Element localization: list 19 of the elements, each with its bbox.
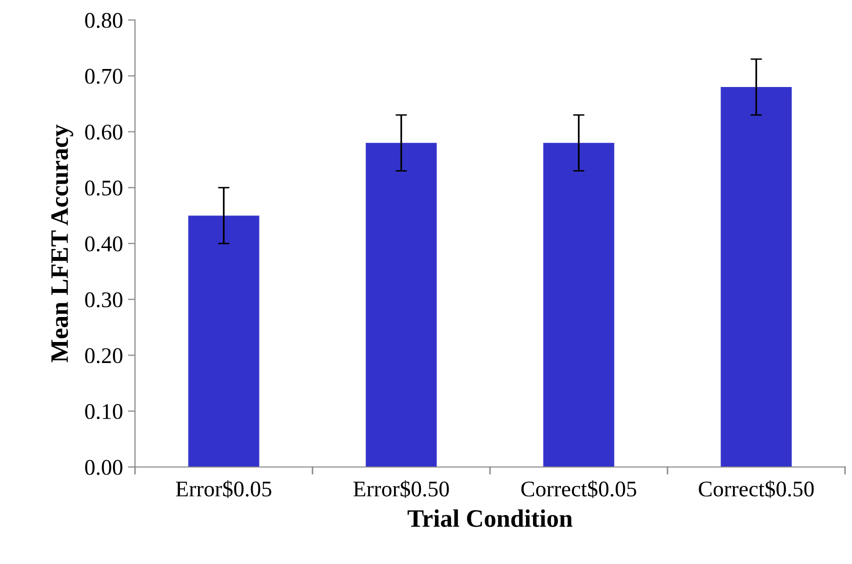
y-tick-label: 0.20 bbox=[85, 348, 122, 364]
y-tick-label: 0.10 bbox=[85, 404, 122, 420]
y-tick-label: 0.60 bbox=[85, 124, 122, 140]
y-tick-label: 0.80 bbox=[85, 12, 122, 28]
y-tick-label: 0.30 bbox=[85, 292, 122, 308]
y-tick-label: 0.70 bbox=[85, 68, 122, 84]
bar bbox=[543, 142, 614, 467]
bar bbox=[366, 142, 437, 467]
bar bbox=[720, 87, 792, 467]
x-tick-label: Error$0.50 bbox=[353, 480, 449, 498]
y-tick-label: 0.00 bbox=[85, 460, 122, 476]
bar bbox=[188, 216, 260, 467]
x-tick-label: Correct$0.05 bbox=[521, 480, 636, 498]
y-axis-title: Mean LFET Accuracy bbox=[51, 124, 74, 362]
x-axis-title: Trial Condition bbox=[408, 509, 572, 527]
y-tick-label: 0.50 bbox=[85, 180, 122, 196]
y-tick-label: 0.40 bbox=[85, 236, 122, 252]
x-tick-label: Correct$0.50 bbox=[698, 480, 814, 498]
x-tick-label: Error$0.05 bbox=[176, 480, 272, 498]
